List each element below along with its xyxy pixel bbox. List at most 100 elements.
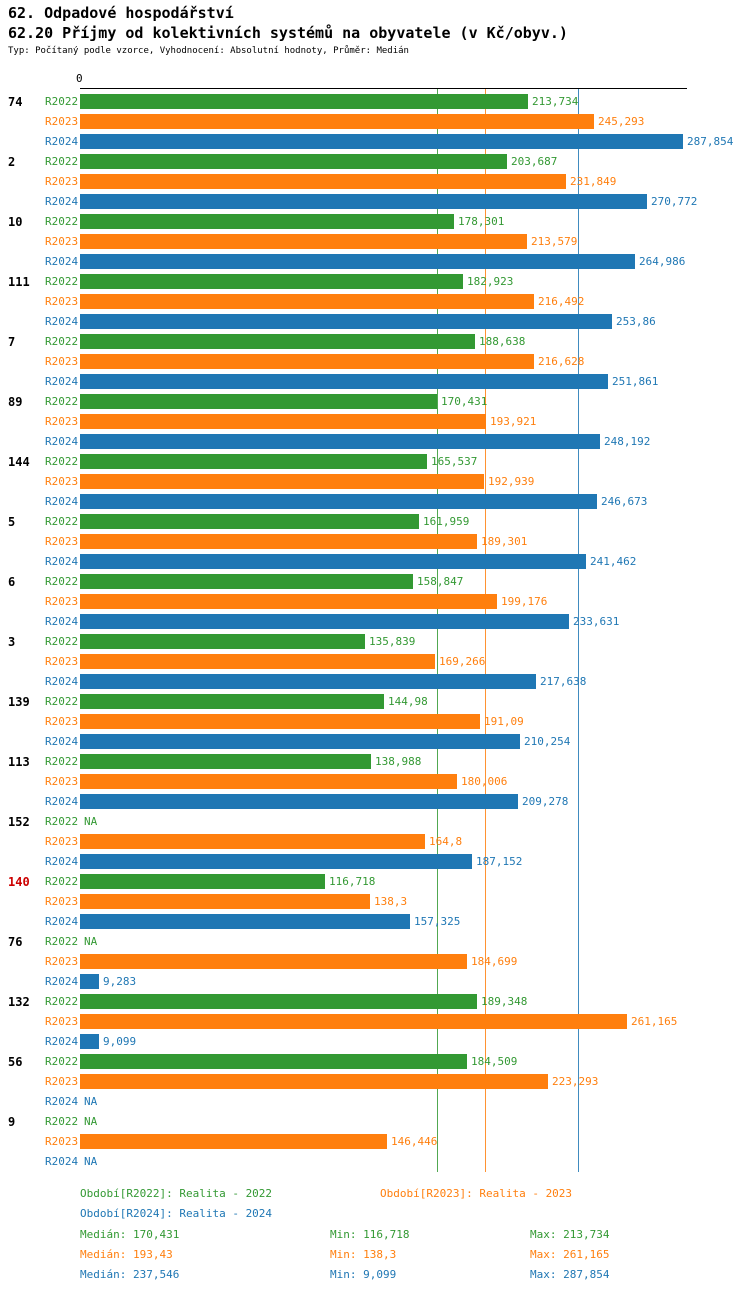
bar-row: R2022 135,839 <box>0 632 750 652</box>
series-label-r2022: R2022 <box>45 515 79 528</box>
stat-max-r2022: Max: 213,734 <box>530 1228 610 1241</box>
bar-r2022 <box>80 994 477 1009</box>
bar-r2022 <box>80 874 325 889</box>
bar-r2024 <box>80 494 597 509</box>
bar-r2024 <box>80 794 518 809</box>
series-label-r2022: R2022 <box>45 455 79 468</box>
bar-row: R2023 193,921 <box>0 412 750 432</box>
group-label: 139 <box>8 695 30 709</box>
bar-group-6: 6 R2022 158,847 R2023 199,176 R2024 233,631 <box>0 572 750 632</box>
bar-row: R2022 161,959 <box>0 512 750 532</box>
bar-row: R2024 210,254 <box>0 732 750 752</box>
series-label-r2023: R2023 <box>45 955 79 968</box>
group-label: 140 <box>8 875 30 889</box>
bar-value: 180,006 <box>461 775 508 788</box>
bar-row: R2024 217,638 <box>0 672 750 692</box>
bar-value: 217,638 <box>540 675 587 688</box>
series-label-r2022: R2022 <box>45 995 79 1008</box>
bar-row: R2024 NA <box>0 1152 750 1172</box>
bar-r2023 <box>80 1134 387 1149</box>
group-label: 10 <box>8 215 23 229</box>
bar-value: 213,579 <box>531 235 578 248</box>
bar-row: R2023 146,446 <box>0 1132 750 1152</box>
group-label: 152 <box>8 815 30 829</box>
bar-value: 9,099 <box>103 1035 137 1048</box>
bar-r2024 <box>80 554 586 569</box>
group-label: 132 <box>8 995 30 1009</box>
bar-group-2: 2 R2022 203,687 R2023 231,849 R2024 270,772 <box>0 152 750 212</box>
group-label: 3 <box>8 635 16 649</box>
bar-r2023 <box>80 594 497 609</box>
chart-legend: Období[R2022]: Realita - 2022 Období[R20… <box>0 1180 750 1290</box>
bar-row: R2024 251,861 <box>0 372 750 392</box>
series-label-r2022: R2022 <box>45 695 79 708</box>
bar-value: 210,254 <box>524 735 571 748</box>
bar-row: R2024 253,86 <box>0 312 750 332</box>
bar-group-3: 3 R2022 135,839 R2023 169,266 R2024 217,638 <box>0 632 750 692</box>
bar-row: R2022 138,988 <box>0 752 750 772</box>
bar-r2023 <box>80 414 486 429</box>
bar-value: 165,537 <box>431 455 478 468</box>
bar-row: R2023 191,09 <box>0 712 750 732</box>
bar-group-76: 76 R2022 NA R2023 184,699 R2024 9,283 <box>0 932 750 992</box>
series-label-r2023: R2023 <box>45 895 79 908</box>
bar-r2023 <box>80 1014 627 1029</box>
bar-r2023 <box>80 234 527 249</box>
bar-group-132: 132 R2022 189,348 R2023 261,165 R2024 9,099 <box>0 992 750 1052</box>
bar-r2022 <box>80 1054 467 1069</box>
bar-r2022 <box>80 754 371 769</box>
bar-group-7: 7 R2022 188,638 R2023 216,628 R2024 251,861 <box>0 332 750 392</box>
series-label-r2023: R2023 <box>45 1075 79 1088</box>
bar-r2024 <box>80 134 683 149</box>
series-label-r2023: R2023 <box>45 1015 79 1028</box>
bar-group-111: 111 R2022 182,923 R2023 216,492 R2024 253,86 <box>0 272 750 332</box>
bar-value: 231,849 <box>570 175 617 188</box>
bar-row: R2022 178,301 <box>0 212 750 232</box>
group-label: 56 <box>8 1055 23 1069</box>
bar-row: R2023 180,006 <box>0 772 750 792</box>
bar-r2023 <box>80 834 425 849</box>
bar-value: 170,431 <box>441 395 488 408</box>
series-label-r2022: R2022 <box>45 1115 79 1128</box>
bar-r2024 <box>80 914 410 929</box>
bar-r2023 <box>80 654 435 669</box>
bar-value: 251,861 <box>612 375 659 388</box>
bar-value: 193,921 <box>490 415 537 428</box>
bar-r2023 <box>80 474 484 489</box>
series-label-r2024: R2024 <box>45 315 79 328</box>
bar-row: R2024 209,278 <box>0 792 750 812</box>
bar-r2023 <box>80 1074 548 1089</box>
bar-row: R2024 157,325 <box>0 912 750 932</box>
bar-row: R2024 9,283 <box>0 972 750 992</box>
series-label-r2023: R2023 <box>45 115 79 128</box>
series-label-r2023: R2023 <box>45 175 79 188</box>
group-label: 113 <box>8 755 30 769</box>
bar-r2024 <box>80 374 608 389</box>
series-label-r2022: R2022 <box>45 395 79 408</box>
series-label-r2024: R2024 <box>45 555 79 568</box>
series-label-r2022: R2022 <box>45 155 79 168</box>
bar-value: 261,165 <box>631 1015 678 1028</box>
bar-value: 116,718 <box>329 875 376 888</box>
series-label-r2022: R2022 <box>45 335 79 348</box>
group-label: 5 <box>8 515 16 529</box>
bar-group-89: 89 R2022 170,431 R2023 193,921 R2024 248,192 <box>0 392 750 452</box>
bar-group-152: 152 R2022 NA R2023 164,8 R2024 187,152 <box>0 812 750 872</box>
bar-row: R2023 138,3 <box>0 892 750 912</box>
bar-group-113: 113 R2022 138,988 R2023 180,006 R2024 209,278 <box>0 752 750 812</box>
bar-r2022 <box>80 514 419 529</box>
bar-row: R2023 216,492 <box>0 292 750 312</box>
bar-value: 209,278 <box>522 795 569 808</box>
bar-row: R2022 144,98 <box>0 692 750 712</box>
series-label-r2023: R2023 <box>45 1135 79 1148</box>
bar-r2023 <box>80 294 534 309</box>
bar-r2024 <box>80 854 472 869</box>
bar-r2024 <box>80 314 612 329</box>
bar-r2022 <box>80 634 365 649</box>
bar-row: R2024 233,631 <box>0 612 750 632</box>
bar-value: 216,492 <box>538 295 585 308</box>
bar-group-140: 140 R2022 116,718 R2023 138,3 R2024 157,325 <box>0 872 750 932</box>
group-label: 111 <box>8 275 30 289</box>
stat-min-r2024: Min: 9,099 <box>330 1268 397 1281</box>
bar-r2022 <box>80 694 384 709</box>
